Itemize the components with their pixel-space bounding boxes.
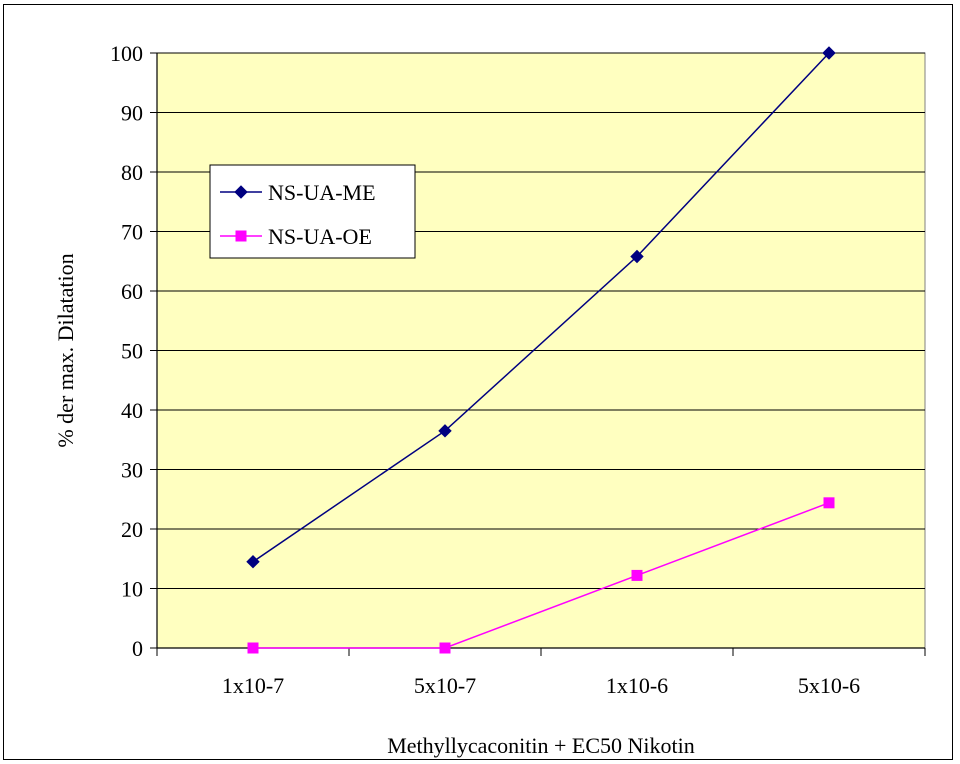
legend-marker (235, 230, 247, 242)
series-line (252, 52, 830, 563)
data-point (246, 555, 260, 569)
y-tick-label: 60 (121, 279, 143, 304)
series-line (253, 502, 830, 649)
legend-item: NS-UA-OE (220, 224, 372, 249)
legend: NS-UA-ME NS-UA-OE (209, 164, 416, 259)
legend-marker (234, 185, 248, 199)
y-tick-label: 20 (121, 517, 143, 542)
y-tick-label: 90 (121, 101, 143, 126)
y-tick-label: 50 (121, 339, 143, 364)
series-ns-ua-me (246, 46, 836, 569)
y-tick-label: 80 (121, 160, 143, 185)
x-axis-title: Methyllycaconitin + EC50 Nikotin (387, 733, 695, 758)
y-tick-label: 70 (121, 220, 143, 245)
data-point (823, 497, 835, 509)
x-tick-label: 5x10-7 (414, 673, 476, 698)
x-tick-label: 1x10-7 (222, 673, 284, 698)
y-tick-label: 100 (110, 41, 143, 66)
y-tick-label: 0 (132, 636, 143, 661)
y-axis-title: % der max. Dilatation (53, 253, 78, 447)
legend-item: NS-UA-ME (220, 180, 376, 205)
x-tick-label: 1x10-6 (606, 673, 668, 698)
data-point (631, 569, 643, 581)
legend-box (209, 164, 416, 259)
legend-label: NS-UA-ME (268, 180, 376, 205)
data-point (438, 424, 452, 438)
x-tick-label: 5x10-6 (798, 673, 860, 698)
y-tick-label: 40 (121, 398, 143, 423)
data-point (822, 46, 836, 60)
data-point (439, 642, 451, 654)
y-tick-label: 10 (121, 577, 143, 602)
y-tick-label: 30 (121, 458, 143, 483)
series-ns-ua-oe (247, 497, 835, 654)
legend-label: NS-UA-OE (268, 224, 372, 249)
data-point (630, 249, 644, 264)
data-point (247, 642, 259, 654)
